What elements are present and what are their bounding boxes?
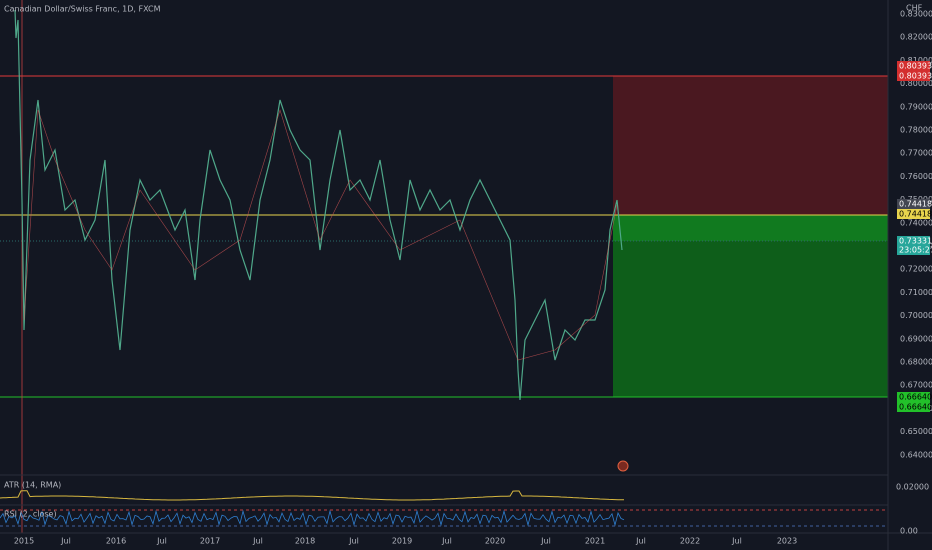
event-icon[interactable] [617,460,629,472]
target-tag: 0.66640 [899,393,932,402]
profit-zone-upper [613,215,888,241]
time-axis-label: 2023 [777,537,797,546]
rsi-label: RSI (2, close) [4,510,57,519]
currency-label: CHF [906,4,923,13]
rsi-line [0,509,625,527]
price-series [14,9,623,401]
chart-title: Canadian Dollar/Swiss Franc, 1D, FXCM [4,5,161,14]
stop-tag-bg [897,61,930,71]
price-axis-label: 0.79000 [900,102,932,111]
entry-tag: 0.74418 [899,200,932,209]
target-tag: 0.66640 [899,403,932,412]
time-axis-label: 2022 [680,537,700,546]
price-axis-label: 0.72000 [900,265,932,274]
target-tag-bg [897,402,930,412]
price-axis-label: 0.77000 [900,149,932,158]
time-axis-label: Jul [441,537,452,546]
countdown-tag-bg [897,245,930,255]
rsi-axis-label: 0.00 [900,527,918,536]
time-axis-label: Jul [635,537,646,546]
price-axis-label: 0.67000 [900,381,932,390]
price-axis-label: 0.64000 [900,450,932,459]
time-axis-label: Jul [731,537,742,546]
entry-tag: 0.74418 [899,210,932,219]
price-axis-label: 0.83000 [900,10,932,19]
price-axis-label: 0.70000 [900,311,932,320]
time-axis-label: Jul [156,537,167,546]
time-axis-label: 2018 [295,537,315,546]
price-axis-label: 0.76000 [900,172,932,181]
time-axis-label: Jul [540,537,551,546]
atr-label: ATR (14, RMA) [4,481,61,490]
target-tag-bg [897,392,930,402]
price-axis-label: 0.82000 [900,33,932,42]
last-price-tag-bg [897,236,930,246]
stop-tag-bg [897,71,930,81]
time-axis-label: Jul [348,537,359,546]
price-axis-label: 0.78000 [900,126,932,135]
price-axis-label: 0.74000 [900,218,932,227]
last-price-tag: 0.73331 [899,237,932,246]
profit-zone [613,241,888,397]
price-axis-label: 0.68000 [900,358,932,367]
price-axis-label: 0.81000 [900,56,932,65]
atr-axis-label: 0.02000 [896,483,929,492]
stop-tag: 0.80393 [899,72,932,81]
stop-zone [613,76,888,215]
price-axis-label: 0.71000 [900,288,932,297]
price-axis-label: 0.80000 [900,79,932,88]
time-axis-label: 2019 [392,537,412,546]
time-axis-label: 2021 [585,537,605,546]
price-axis-label: 0.69000 [900,334,932,343]
time-axis-label: 2020 [485,537,505,546]
time-axis-label: 2017 [200,537,220,546]
countdown-tag: 23:05:27 [899,246,932,255]
entry-tag-bg [897,209,930,219]
price-axis-label: 0.65000 [900,427,932,436]
atr-line [0,490,624,501]
time-axis-label: 2016 [106,537,126,546]
time-axis-label: Jul [60,537,71,546]
price-series-down [23,108,618,361]
time-axis-label: 2015 [14,537,34,546]
stop-tag: 0.80393 [899,62,932,71]
entry-tag-bg [897,199,930,209]
time-axis-label: Jul [252,537,263,546]
